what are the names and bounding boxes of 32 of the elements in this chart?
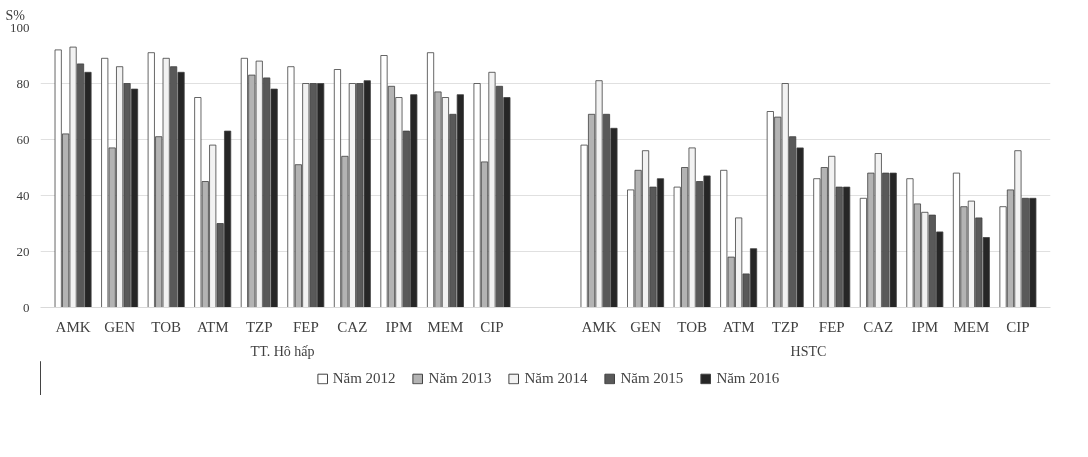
legend-label: Năm 2012 — [332, 369, 396, 387]
x-tick-label: IPM — [385, 318, 413, 335]
y-tick-label: 0 — [23, 299, 30, 315]
x-tick-label: TZP — [771, 318, 799, 335]
x-tick-label: CAZ — [337, 318, 368, 335]
x-tick-label: CAZ — [863, 318, 894, 335]
legend-label: Năm 2014 — [524, 369, 588, 387]
legend-label: Năm 2016 — [716, 369, 780, 387]
x-tick-label: TZP — [245, 318, 273, 335]
y-tick-label: 40 — [16, 187, 30, 203]
x-tick-label: AMK — [55, 318, 91, 335]
x-tick-label: GEN — [104, 318, 136, 335]
y-tick-label: 80 — [16, 75, 30, 91]
y-tick-label: 60 — [16, 131, 30, 147]
x-tick-label: ATM — [722, 318, 755, 335]
text: TT. Hô hấp — [250, 343, 315, 359]
x-tick-label: CIP — [480, 318, 504, 335]
x-tick-label: ATM — [196, 318, 229, 335]
x-tick-label: IPM — [911, 318, 939, 335]
x-tick-label: TOB — [677, 318, 707, 335]
x-tick-label: FEP — [292, 318, 319, 335]
x-tick-label: FEP — [818, 318, 845, 335]
x-tick-label: AMK — [581, 318, 617, 335]
x-tick-label: MEM — [427, 318, 464, 335]
legend-label: Năm 2013 — [428, 369, 492, 387]
legend-label: Năm 2015 — [620, 369, 684, 387]
x-tick-label: TOB — [151, 318, 182, 335]
x-tick-label: CIP — [1006, 318, 1030, 335]
x-tick-label: GEN — [630, 318, 662, 335]
text: HSTC — [790, 343, 827, 359]
x-tick-label: MEM — [953, 318, 990, 335]
y-tick-label: 20 — [16, 243, 30, 259]
